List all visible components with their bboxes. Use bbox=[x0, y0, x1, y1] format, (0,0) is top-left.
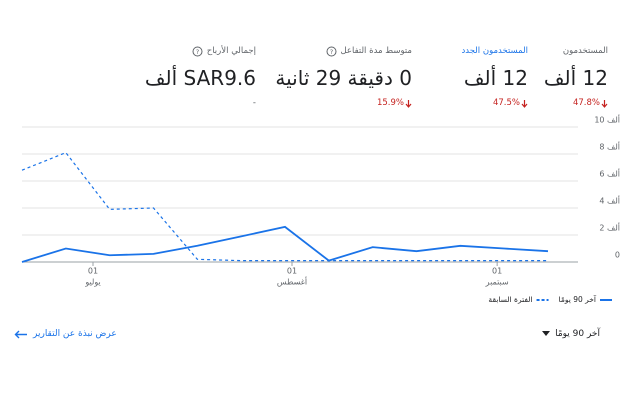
metric-value: 12 ألف bbox=[543, 66, 608, 90]
metric-tile[interactable]: متوسط مدة التفاعل? 0 دقيقة 29 ثانية 15.9… bbox=[275, 44, 412, 108]
metric-label: متوسط مدة التفاعل? bbox=[275, 44, 412, 58]
down-arrow bbox=[521, 99, 528, 108]
y-tick-label: 2 ألف bbox=[599, 223, 620, 233]
metric-change: 47.5% bbox=[461, 98, 528, 108]
period-text: آخر 90 يومًا bbox=[555, 329, 600, 339]
y-tick-label: 4 ألف bbox=[599, 196, 620, 206]
arrow-icon bbox=[14, 330, 27, 338]
x-tick-month: يوليو bbox=[84, 278, 100, 287]
change-text: 47.8% bbox=[572, 98, 600, 108]
link-text: عرض نبذة عن التقارير bbox=[33, 329, 117, 339]
change-text: 47.5% bbox=[492, 98, 520, 108]
previous-period-line bbox=[21, 151, 548, 262]
metric-label: المستخدمون bbox=[562, 46, 608, 56]
x-tick-day: 01 bbox=[492, 267, 502, 276]
reports-link[interactable]: عرض نبذة عن التقارير bbox=[14, 329, 117, 339]
label-text: متوسط مدة التفاعل bbox=[340, 46, 413, 56]
x-tick-month: سبتمبر bbox=[485, 278, 509, 287]
period-selector[interactable]: آخر 90 يومًا bbox=[542, 329, 600, 339]
x-tick-day: 01 bbox=[287, 267, 297, 276]
change-text: - bbox=[252, 98, 256, 108]
y-tick-label: 0 bbox=[615, 251, 620, 260]
legend-label: الفترة السابقة bbox=[488, 295, 532, 304]
svg-text:?: ? bbox=[329, 48, 332, 56]
change-text: 15.9% bbox=[376, 98, 404, 108]
x-tick-day: 01 bbox=[88, 267, 98, 276]
metric-label: إجمالي الأرباح? bbox=[145, 44, 256, 58]
help-icon[interactable]: ? bbox=[326, 46, 337, 57]
down-arrow bbox=[601, 99, 608, 108]
help-icon[interactable]: ? bbox=[192, 46, 203, 57]
down-arrow bbox=[405, 99, 412, 108]
legend-label: آخر 90 يومًا bbox=[559, 294, 597, 304]
current-period-line bbox=[21, 225, 549, 263]
label-text: إجمالي الأرباح bbox=[206, 46, 256, 56]
metric-tile[interactable]: المستخدمون الجدد 12 ألف 47.5% bbox=[461, 44, 528, 108]
dropdown-icon bbox=[542, 331, 551, 336]
y-tick-label: 8 ألف bbox=[599, 142, 620, 152]
metric-change: 47.8% bbox=[544, 98, 608, 108]
metric-value: 0 دقيقة 29 ثانية bbox=[275, 66, 412, 90]
metric-tile[interactable]: المستخدمون 12 ألف 47.8% bbox=[544, 44, 608, 108]
y-tick-label: 10 ألف bbox=[594, 115, 620, 125]
x-tick-month: أغسطس bbox=[277, 277, 307, 287]
metric-tile[interactable]: إجمالي الأرباح? SAR9.6 ألف - bbox=[145, 44, 256, 108]
y-tick-label: 6 ألف bbox=[599, 169, 620, 179]
metric-change: - bbox=[145, 98, 256, 108]
metric-value: SAR9.6 ألف bbox=[144, 66, 256, 90]
metric-change: 15.9% bbox=[275, 98, 412, 108]
metric-label: المستخدمون الجدد bbox=[461, 46, 528, 56]
metric-value: 12 ألف bbox=[463, 66, 528, 90]
svg-text:?: ? bbox=[196, 48, 199, 56]
